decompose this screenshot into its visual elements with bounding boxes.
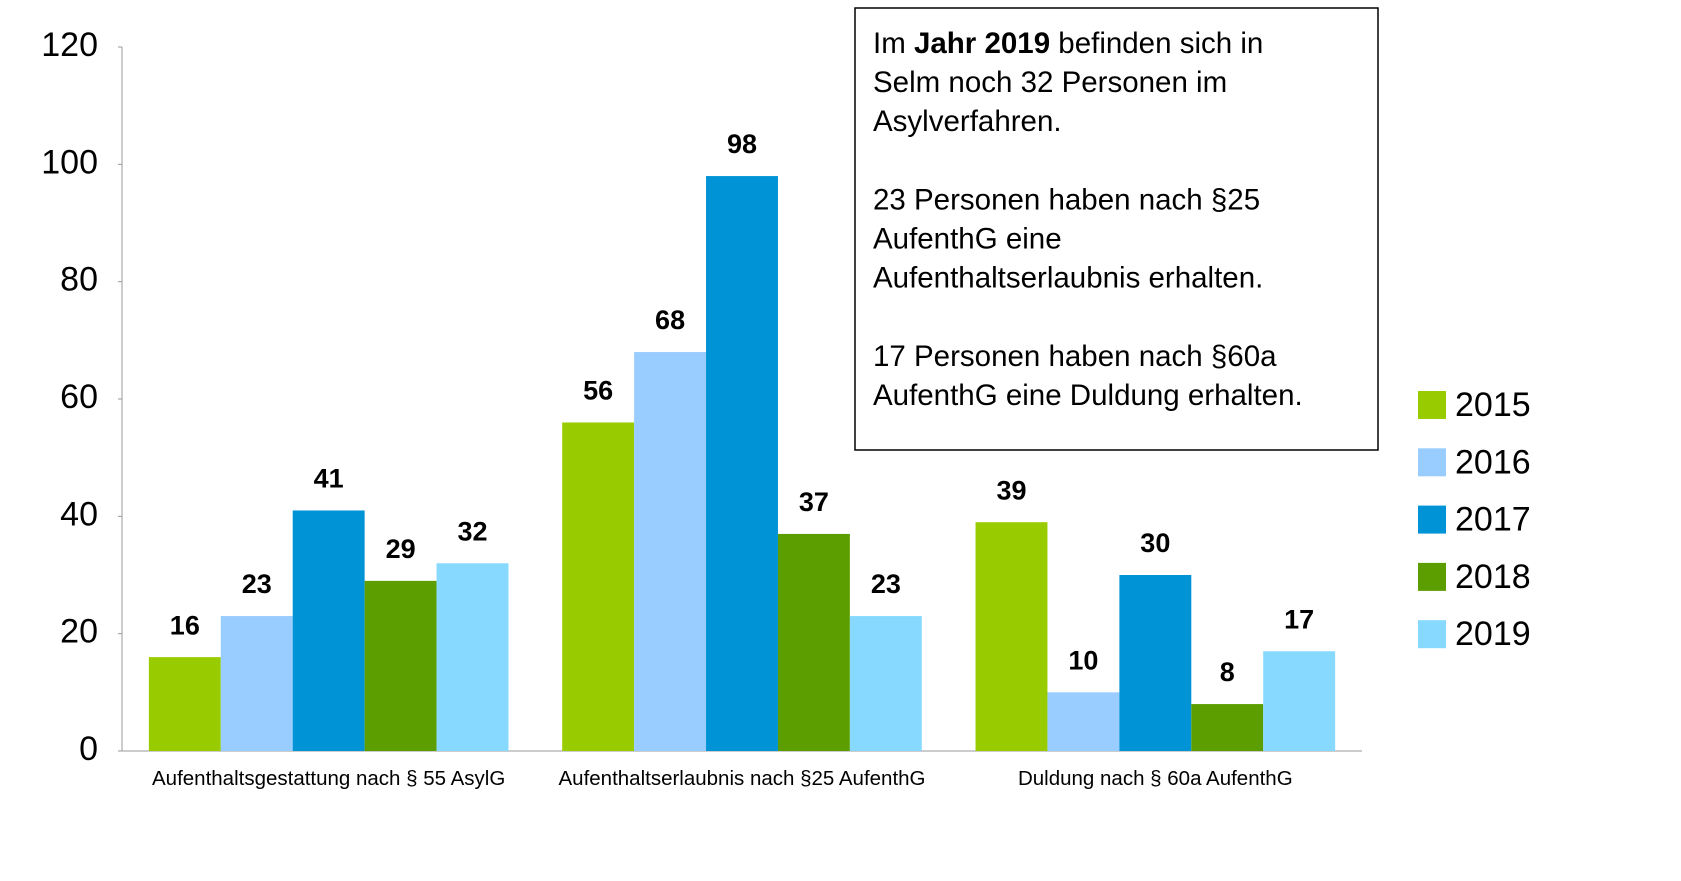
value-label: 68 <box>655 305 685 335</box>
value-label: 41 <box>314 464 344 494</box>
value-label: 30 <box>1140 528 1170 558</box>
bar <box>562 422 635 751</box>
annotation-text: befinden sich in <box>1050 27 1263 60</box>
legend-swatch <box>1418 620 1446 649</box>
value-label: 56 <box>583 376 613 406</box>
bar <box>706 176 778 752</box>
annotation-text: AufenthG eine Duldung erhalten. <box>873 379 1303 412</box>
legend-label: 2015 <box>1455 386 1531 424</box>
legend-swatch <box>1418 448 1446 477</box>
y-tick-label: 60 <box>60 378 98 416</box>
x-tick-label: Aufenthaltserlaubnis nach §25 AufenthG <box>558 767 926 790</box>
legend-swatch <box>1418 391 1446 419</box>
annotation-text: Selm noch 32 Personen im <box>873 66 1227 99</box>
y-tick-label: 40 <box>60 495 98 533</box>
legend-label: 2018 <box>1455 558 1531 596</box>
bar <box>634 352 707 751</box>
value-label: 8 <box>1220 657 1235 687</box>
annotation-line: Asylverfahren. <box>873 105 1062 138</box>
y-tick-label: 0 <box>79 730 98 768</box>
bar <box>849 616 922 751</box>
annotation-text: Im <box>873 27 914 60</box>
x-tick-label-box: Duldung nach § 60a AufenthG <box>1017 767 1293 790</box>
bar <box>436 563 509 751</box>
legend-label: 2019 <box>1455 615 1531 653</box>
annotation-text: Asylverfahren. <box>873 105 1062 138</box>
annotation-line: Selm noch 32 Personen im <box>873 66 1227 99</box>
value-label: 32 <box>457 516 487 546</box>
bar <box>1119 575 1192 751</box>
legend-label: 2016 <box>1455 443 1531 481</box>
annotation-box <box>854 7 1379 451</box>
annotation-text: AufenthG eine <box>873 222 1062 255</box>
annotation-text: 23 Personen haben nach §25 <box>873 183 1260 216</box>
annotation-line: Aufenthaltserlaubnis erhalten. <box>873 261 1263 294</box>
value-label: 29 <box>386 534 416 564</box>
y-tick-label: 100 <box>41 143 98 181</box>
x-tick-label: Duldung nach § 60a AufenthG <box>1017 767 1293 790</box>
value-label: 39 <box>996 475 1026 505</box>
x-tick-label-box: Aufenthaltsgestattung nach § 55 AsylG <box>152 767 506 790</box>
legend-label: 2017 <box>1455 501 1531 539</box>
annotation-text: Aufenthaltserlaubnis erhalten. <box>873 261 1263 294</box>
annotation-line: 23 Personen haben nach §25 <box>873 183 1260 216</box>
annotation-text: 17 Personen haben nach §60a <box>873 340 1277 373</box>
y-tick-label: 120 <box>41 26 98 64</box>
bar <box>1263 651 1336 751</box>
bar <box>364 580 437 751</box>
bar <box>975 522 1048 751</box>
bar <box>1047 692 1120 751</box>
x-tick-label-box: Aufenthaltserlaubnis nach §25 AufenthG <box>558 767 926 790</box>
bar <box>292 510 365 751</box>
annotation-line: 17 Personen haben nach §60a <box>873 340 1277 373</box>
legend-swatch <box>1418 562 1446 591</box>
annotation-line: AufenthG eine Duldung erhalten. <box>873 379 1303 412</box>
value-label: 98 <box>727 129 757 159</box>
bar <box>1191 704 1264 751</box>
legend-swatch <box>1418 505 1446 534</box>
value-label: 23 <box>871 569 901 599</box>
x-tick-label: Aufenthaltsgestattung nach § 55 AsylG <box>152 767 506 790</box>
bar <box>777 533 850 751</box>
y-tick-label: 20 <box>60 613 98 651</box>
annotation-bold: Jahr 2019 <box>914 27 1050 60</box>
value-label: 17 <box>1284 604 1314 634</box>
value-label: 16 <box>170 610 200 640</box>
value-label: 23 <box>242 569 272 599</box>
bar <box>148 657 221 751</box>
annotation-line: AufenthG eine <box>873 222 1062 255</box>
annotation-line: Im Jahr 2019 befinden sich in <box>873 27 1263 60</box>
y-tick-label: 80 <box>60 261 98 299</box>
bar <box>220 616 293 751</box>
value-label: 37 <box>799 487 829 517</box>
value-label: 10 <box>1068 645 1098 675</box>
